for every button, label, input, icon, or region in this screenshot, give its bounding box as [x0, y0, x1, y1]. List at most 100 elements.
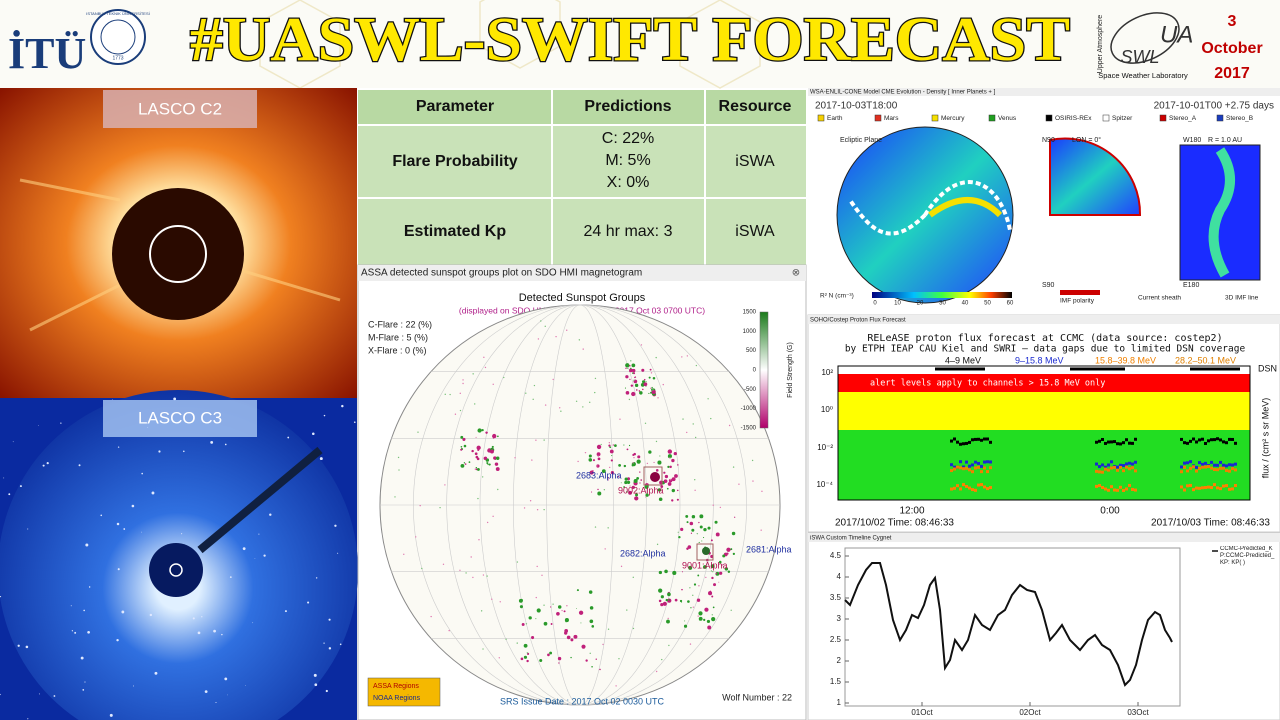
imf-lines [848, 180, 1012, 236]
enlil-label: W180 [1183, 137, 1201, 144]
speck [633, 456, 635, 459]
colorbar-tick: 1500 [743, 310, 757, 316]
speck [476, 457, 480, 461]
speck [529, 500, 532, 502]
star [38, 693, 40, 695]
date-year: 2017 [1214, 65, 1250, 82]
speck [476, 445, 481, 450]
speck [629, 378, 631, 381]
flux-point [1219, 438, 1222, 442]
scale-tick: 10 [894, 301, 901, 307]
flux-point [1107, 468, 1110, 472]
legend-label: Venus [998, 115, 1017, 122]
plot-title: Detected Sunspot Groups [519, 292, 646, 304]
flux-point [950, 487, 953, 491]
speck [726, 547, 731, 552]
flux-point [1213, 468, 1216, 472]
flux-point [1204, 465, 1207, 469]
speck [630, 384, 634, 387]
speck [657, 488, 662, 492]
close-button[interactable]: ⊗ [792, 268, 800, 279]
region-label: 9002:Alpha [618, 485, 664, 495]
star [27, 718, 29, 720]
speck [544, 325, 546, 328]
enlil-label: S90 [1042, 282, 1055, 289]
speck [658, 497, 663, 502]
lasco-c3-label: LASCO C3 [138, 408, 222, 427]
speck [703, 618, 706, 621]
speck [718, 581, 720, 583]
flux-point [1222, 440, 1225, 444]
flux-point [1204, 461, 1207, 465]
flux-point [965, 484, 968, 488]
legend-label: OSIRIS-REx [1055, 115, 1092, 122]
flux-point [1213, 463, 1216, 467]
legend-swatch [1045, 114, 1053, 122]
speck [645, 493, 649, 497]
flux-point [1119, 442, 1122, 446]
flux-point [1219, 487, 1222, 491]
time-label: 2017/10/02 Time: 08:46:33 [835, 518, 954, 529]
speck [636, 459, 641, 464]
flux-point [1183, 441, 1186, 445]
y-tick-label: 4.5 [830, 551, 842, 560]
speck [595, 658, 597, 660]
speck [550, 606, 552, 608]
speck [721, 564, 723, 566]
star [215, 702, 217, 704]
flux-point [959, 442, 962, 446]
star [70, 605, 72, 607]
star [328, 647, 332, 650]
flux-point [1107, 463, 1110, 467]
flux-point [1234, 462, 1237, 466]
flux-point [1119, 465, 1122, 469]
flux-point [986, 460, 989, 464]
speck [492, 515, 494, 518]
flux-point [980, 464, 983, 468]
flux-point [959, 460, 962, 464]
legend-swatch [1216, 114, 1224, 122]
speck [602, 643, 604, 646]
logo-caption: Space Weather Laboratory [1098, 71, 1188, 80]
speck [731, 531, 736, 536]
speck [460, 463, 465, 468]
speck [635, 490, 637, 492]
speck [570, 656, 572, 659]
flux-point [1207, 485, 1210, 489]
flux-point [1128, 441, 1131, 445]
speck [660, 485, 664, 488]
flux-point [1107, 488, 1110, 492]
speck [715, 572, 718, 575]
speck [692, 423, 694, 425]
region-box [696, 543, 714, 561]
speck [449, 393, 451, 396]
kp-legend: CCMC-Predicted_KP:CCMC-Predicted_KP: KP(… [1220, 546, 1274, 566]
speck [486, 521, 489, 524]
speck [576, 589, 579, 592]
x-tick-label: 03Oct [1127, 708, 1149, 717]
table-header: Parameter [416, 98, 494, 115]
flux-point [1183, 488, 1186, 492]
speck [614, 444, 617, 448]
colorbar-label: Field Strength (G) [787, 342, 794, 398]
speck [686, 355, 689, 357]
star [80, 656, 84, 660]
flux-point [1183, 461, 1186, 465]
speck [544, 404, 547, 406]
speck [463, 444, 467, 448]
speck [608, 442, 611, 444]
speck [738, 483, 740, 485]
y-tick-label: 10² [821, 368, 833, 377]
speck [460, 446, 463, 448]
speck [699, 514, 704, 519]
speck [652, 376, 656, 380]
speck [484, 366, 487, 369]
speck [536, 508, 539, 511]
flux-point [1095, 469, 1098, 473]
flux-point [1201, 437, 1204, 441]
speck [650, 372, 653, 374]
speck [482, 574, 485, 576]
scale-label: IMF polarity [1060, 298, 1095, 305]
window-title: WSA-ENLIL-CONE Model CME Evolution - Den… [810, 90, 996, 96]
speck [535, 596, 537, 599]
